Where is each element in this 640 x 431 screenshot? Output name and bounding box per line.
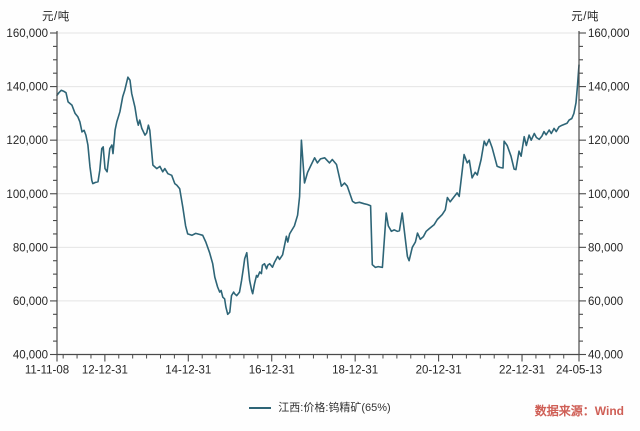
y-tick-label-left: 140,000 bbox=[6, 82, 48, 94]
y-tick-label-left: 40,000 bbox=[13, 350, 48, 362]
y-tick-label-right: 140,000 bbox=[588, 82, 630, 94]
y-tick-label-left: 80,000 bbox=[13, 242, 48, 254]
legend-label: 江西:价格:钨精矿(65%) bbox=[278, 402, 391, 414]
y-tick-label-right: 80,000 bbox=[588, 242, 623, 254]
data-source-credit: 数据来源：Wind bbox=[534, 404, 624, 418]
x-tick-label: 20-12-31 bbox=[416, 365, 462, 377]
y-tick-label-right: 160,000 bbox=[588, 28, 630, 40]
x-tick-label: 11-11-08 bbox=[25, 365, 69, 377]
x-tick-label: 22-12-31 bbox=[499, 365, 545, 377]
price-line bbox=[56, 64, 580, 316]
x-tick-label: 18-12-31 bbox=[332, 365, 378, 377]
y-tick-label-right: 100,000 bbox=[588, 189, 630, 201]
y-tick-label-left: 100,000 bbox=[6, 189, 48, 201]
legend: 江西:价格:钨精矿(65%) bbox=[0, 399, 640, 415]
y-tick-label-right: 40,000 bbox=[588, 350, 623, 362]
y-tick-label-right: 120,000 bbox=[588, 135, 630, 147]
legend-line-marker bbox=[249, 406, 272, 409]
y-tick-label-left: 120,000 bbox=[6, 135, 48, 147]
x-tick-label: 12-12-31 bbox=[82, 365, 128, 377]
x-tick-label: 14-12-31 bbox=[165, 365, 211, 377]
x-tick-label: 16-12-31 bbox=[249, 365, 295, 377]
y-axis-unit-left: 元/吨 bbox=[42, 11, 70, 23]
y-axis-unit-right: 元/吨 bbox=[571, 11, 599, 23]
y-tick-label-left: 160,000 bbox=[6, 28, 48, 40]
x-tick-label: 24-05-13 bbox=[556, 365, 602, 377]
y-tick-label-right: 60,000 bbox=[588, 296, 623, 308]
y-tick-label-left: 60,000 bbox=[13, 296, 48, 308]
